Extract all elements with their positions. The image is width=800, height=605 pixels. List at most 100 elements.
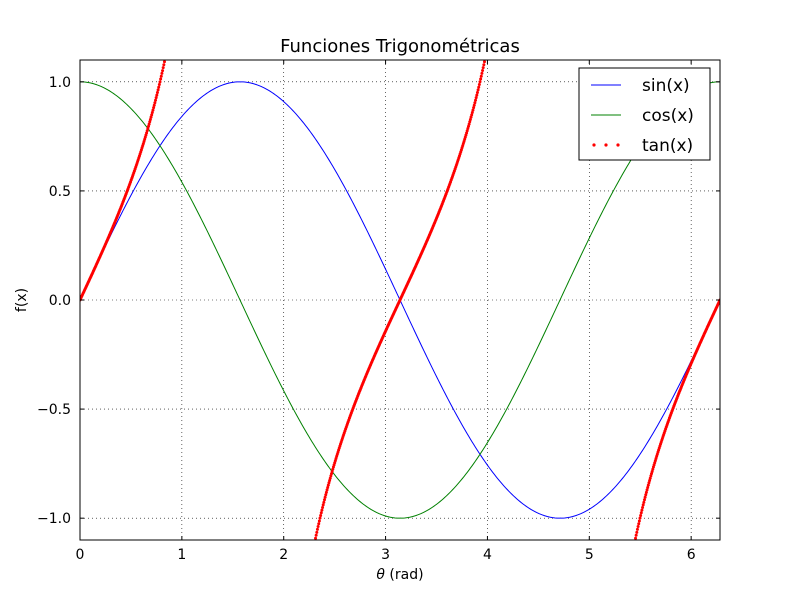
tan-point <box>317 522 321 526</box>
x-tick-label: 6 <box>687 547 696 563</box>
tan-point <box>646 483 650 487</box>
tan-point <box>644 493 648 497</box>
tan-point <box>468 118 472 121</box>
cos-line <box>80 81 720 519</box>
series-group <box>80 60 720 540</box>
tan-point <box>155 91 159 95</box>
x-tick-label: 2 <box>279 547 288 563</box>
legend-box <box>578 67 711 161</box>
tan-point <box>643 495 647 499</box>
tan-point <box>647 481 651 485</box>
tan-point <box>322 498 326 502</box>
tan-point <box>321 505 325 509</box>
tan-point <box>316 525 320 529</box>
x-tick-label: 3 <box>381 547 390 563</box>
legend-label-sin: sin(x) <box>642 76 690 96</box>
series-tan <box>80 60 720 540</box>
tan-point <box>326 483 330 487</box>
tan-point <box>471 108 475 112</box>
tan-point <box>644 490 648 494</box>
tan-point <box>152 106 156 110</box>
tan-point <box>478 80 482 84</box>
tan-point <box>472 106 476 110</box>
tan-point <box>154 96 158 100</box>
tan-point <box>469 115 473 119</box>
tan-point <box>314 536 318 540</box>
tan-point <box>162 60 166 64</box>
tan-point <box>328 476 332 480</box>
tan-point <box>148 120 152 124</box>
tan-point <box>322 500 326 504</box>
tan-point <box>634 536 638 540</box>
tan-point <box>150 110 154 114</box>
tan-point <box>474 98 478 102</box>
tan-point <box>639 513 643 517</box>
tan-point <box>472 103 476 107</box>
legend-swatch-tan-dot-1 <box>592 143 596 147</box>
tan-point <box>324 493 328 497</box>
tan-point <box>480 71 484 75</box>
tan-point <box>320 508 324 512</box>
tan-point <box>153 101 157 105</box>
tan-point <box>321 503 325 507</box>
tan-point <box>328 478 332 482</box>
tan-point <box>475 93 479 97</box>
tan-point <box>152 103 156 107</box>
tan-point <box>157 85 161 89</box>
tan-point <box>477 83 481 87</box>
tan-point <box>648 478 652 482</box>
tan-point <box>636 525 640 529</box>
tan-point <box>479 77 483 81</box>
x-tick-label: 0 <box>76 547 85 563</box>
tan-point <box>467 122 471 126</box>
tan-point <box>325 488 329 492</box>
tan-point <box>638 516 642 520</box>
tan-point <box>635 530 639 534</box>
tan-point <box>151 108 155 112</box>
x-axis-unit: (rad) <box>385 567 424 583</box>
tan-point <box>158 80 162 84</box>
tan-point <box>482 63 486 67</box>
tan-point <box>159 77 163 81</box>
tan-point <box>468 120 472 124</box>
tan-point <box>326 486 330 490</box>
tan-point <box>323 495 327 499</box>
tan-point <box>475 91 479 95</box>
y-tick-label: 1.0 <box>49 75 71 91</box>
tan-point <box>477 85 481 89</box>
tan-point <box>481 69 485 73</box>
tan-point <box>648 476 652 480</box>
tan-point <box>634 533 638 537</box>
tan-point <box>315 530 319 534</box>
tan-point <box>155 93 159 97</box>
tan-point <box>324 490 328 494</box>
tan-point <box>160 71 164 75</box>
tan-point <box>150 113 154 117</box>
tan-point <box>645 488 649 492</box>
tan-point <box>481 66 485 70</box>
tan-point <box>479 74 483 78</box>
tan-point <box>157 83 161 87</box>
x-axis-label: θ (rad) <box>376 567 423 583</box>
tan-point <box>470 110 474 114</box>
tan-point <box>640 508 644 512</box>
series-cos <box>80 81 720 519</box>
tan-point <box>319 513 323 517</box>
y-axis-label: f(x) <box>14 288 30 312</box>
legend-swatch-tan-dot-3 <box>616 143 620 147</box>
tan-point <box>646 486 650 490</box>
tan-point <box>159 74 163 78</box>
tan-point <box>162 63 166 67</box>
legend-swatch-tan-dot-2 <box>604 143 608 147</box>
tan-point <box>470 113 474 117</box>
tan-point <box>161 66 165 70</box>
tan-point <box>156 88 160 92</box>
tan-point <box>474 96 478 100</box>
tan-point <box>327 481 331 485</box>
x-tick-label: 1 <box>177 547 186 563</box>
tan-point <box>329 474 333 478</box>
tan-point <box>161 69 165 73</box>
y-tick-label: −0.5 <box>37 402 71 418</box>
ticks: 0 1 2 3 4 5 6 1.0 0.5 0.0 −0.5 −1.0 <box>37 60 720 563</box>
